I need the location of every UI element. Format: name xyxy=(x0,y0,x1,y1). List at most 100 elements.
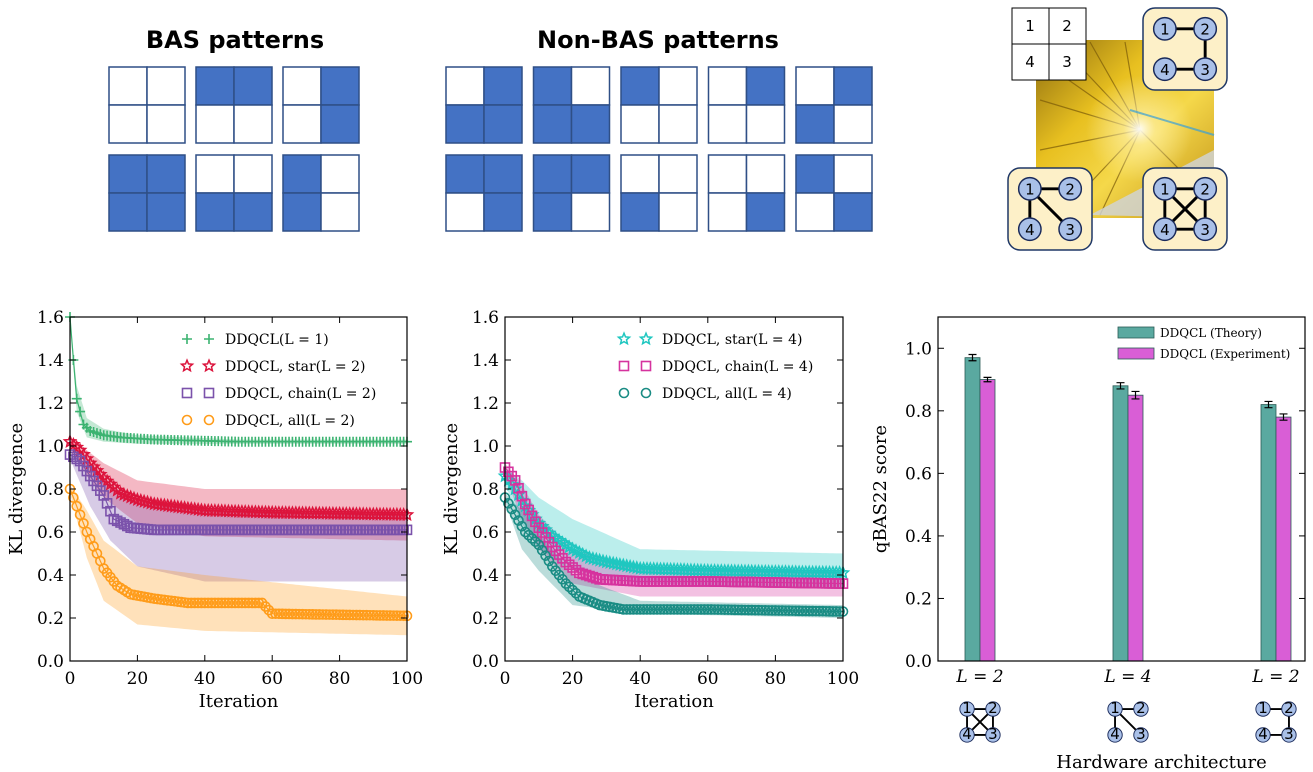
bas-pattern xyxy=(282,66,360,144)
pattern-cell xyxy=(320,154,360,194)
data-point xyxy=(182,597,194,609)
data-point xyxy=(616,331,632,346)
data-point xyxy=(817,605,829,617)
series-markers-cyan xyxy=(497,468,851,580)
pattern-cell xyxy=(108,192,148,232)
data-point xyxy=(181,387,193,399)
qubit-node-label: 2 xyxy=(1200,181,1210,199)
qubit-node xyxy=(1152,16,1177,41)
pattern-cell xyxy=(745,66,786,106)
legend-label: DDQCL, chain(L = 2) xyxy=(225,386,376,402)
data-point xyxy=(256,597,268,609)
data-point xyxy=(381,610,393,621)
data-point xyxy=(287,608,298,620)
pattern-cell xyxy=(833,104,873,144)
pattern-cell xyxy=(532,192,573,232)
pattern-cell xyxy=(570,192,611,232)
data-point xyxy=(530,536,541,547)
pattern-cell xyxy=(445,154,485,194)
data-point xyxy=(587,571,599,583)
y-tick-label: 0.2 xyxy=(905,589,932,609)
nonbas-pattern-grid xyxy=(445,66,873,232)
data-point xyxy=(526,510,538,522)
pattern-cell xyxy=(483,154,523,194)
qubit-node-label: 2 xyxy=(1200,21,1210,39)
data-point xyxy=(739,604,751,616)
data-point xyxy=(219,597,231,609)
data-point xyxy=(344,609,356,621)
pattern-cell xyxy=(707,154,748,194)
data-point xyxy=(675,604,687,615)
nonbas-title: Non-BAS patterns xyxy=(537,26,779,54)
data-point xyxy=(743,604,754,616)
legend: DDQCL (Theory) DDQCL (Experiment) xyxy=(1117,326,1290,361)
data-point xyxy=(716,604,727,615)
pattern-cell xyxy=(833,192,873,232)
y-tick-label: 0.6 xyxy=(472,523,499,543)
y-tick-label: 0.4 xyxy=(472,566,499,586)
data-point xyxy=(638,604,649,615)
data-point xyxy=(814,605,825,617)
legend-swatch xyxy=(1117,326,1155,339)
pattern-cell xyxy=(195,66,235,106)
data-point xyxy=(357,609,369,621)
bas-pattern xyxy=(108,154,186,232)
data-point xyxy=(712,604,724,615)
qubit-node-label: 3 xyxy=(1136,725,1146,743)
data-point xyxy=(181,414,193,426)
data-point xyxy=(108,513,120,525)
qubit-node xyxy=(1017,217,1042,242)
qubit-node xyxy=(1058,176,1083,201)
pattern-cell xyxy=(620,192,660,232)
bar-theory xyxy=(1112,385,1129,662)
data-point xyxy=(203,387,215,399)
qubit-node xyxy=(1255,701,1271,717)
data-point xyxy=(290,608,302,620)
y-tick-label: 0.8 xyxy=(37,480,64,500)
y-tick-label: 0.6 xyxy=(37,523,64,543)
data-point xyxy=(617,604,629,615)
category-topology-chain: 1 2 34 xyxy=(1255,699,1297,743)
data-point xyxy=(201,358,217,373)
band-orange xyxy=(70,484,407,636)
pattern-cell xyxy=(570,104,611,144)
data-point xyxy=(726,604,737,616)
data-point xyxy=(695,604,707,615)
error-bar xyxy=(1131,390,1140,400)
data-point xyxy=(192,597,204,609)
y-axis-label: KL divergence xyxy=(441,423,462,555)
x-axis-label: Hardware architecture xyxy=(1056,752,1267,772)
topology-panel-star: 1 2 3 4 xyxy=(1007,167,1093,251)
pattern-cell xyxy=(445,192,485,232)
data-point xyxy=(749,604,761,616)
pattern-cell xyxy=(570,66,611,106)
data-point xyxy=(651,604,663,615)
data-point xyxy=(621,604,632,615)
y-tick-label: 1.4 xyxy=(472,351,499,371)
x-tick-label: L = 2 xyxy=(955,667,1003,687)
y-axis-label: qBAS22 score xyxy=(870,425,891,553)
pattern-cell xyxy=(707,192,748,232)
data-point xyxy=(640,360,652,372)
data-point xyxy=(236,597,248,609)
bas-pattern xyxy=(282,154,360,232)
data-point xyxy=(351,609,362,621)
y-tick-label: 1.6 xyxy=(472,308,499,328)
pattern-cell xyxy=(620,66,660,106)
data-point xyxy=(756,604,768,616)
data-point xyxy=(71,453,83,465)
data-point xyxy=(334,609,345,621)
data-point xyxy=(655,604,666,615)
data-point xyxy=(179,358,195,373)
y-tick-label: 0.2 xyxy=(37,609,64,629)
data-point xyxy=(186,597,197,609)
bas-pattern xyxy=(195,154,273,232)
legend-label: DDQCL, all(L = 4) xyxy=(662,386,792,402)
y-tick-label: 1.0 xyxy=(472,437,499,457)
data-point xyxy=(280,608,291,620)
y-tick-label: 1.0 xyxy=(37,437,64,457)
data-point xyxy=(560,556,572,568)
data-point xyxy=(341,609,352,621)
data-point xyxy=(736,604,747,616)
